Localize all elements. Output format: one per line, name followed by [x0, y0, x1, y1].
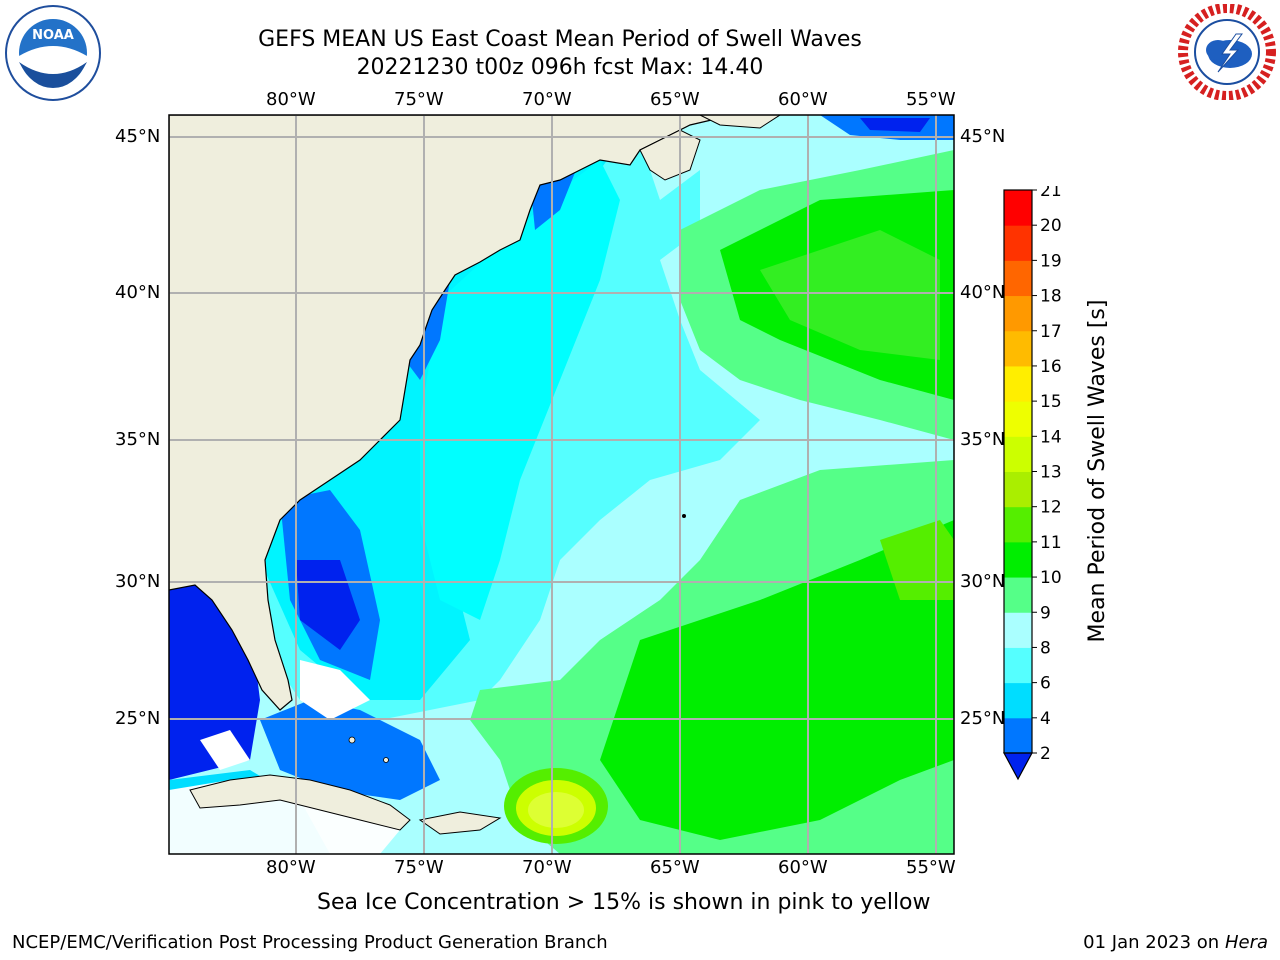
- land-mass: [169, 115, 781, 711]
- colorbar-extend-triangle: [1002, 752, 1034, 781]
- colorbar-segment: [1004, 541, 1032, 578]
- lat-label-right: 45°N: [960, 126, 1006, 147]
- colorbar-ticks: 2 4 6 8 9 10 11 12 13 14 15 16 17 18 19 20 21: [1032, 186, 1062, 764]
- colorbar-tick-label: 4: [1040, 709, 1051, 729]
- colorbar-tick-label: 21: [1040, 186, 1062, 201]
- noaa-logo: NOAA: [5, 5, 101, 101]
- lon-label-bottom: 70°W: [522, 857, 572, 878]
- colorbar-segment: [1004, 436, 1032, 472]
- credit-left: NCEP/EMC/Verification Post Processing Pr…: [12, 932, 608, 953]
- colorbar-blocks: [1002, 189, 1034, 781]
- lon-label-top: 55°W: [906, 89, 956, 110]
- colorbar-segment: [1004, 225, 1032, 261]
- swell-period-field: [169, 115, 954, 854]
- colorbar-tick-label: 16: [1040, 357, 1062, 377]
- lon-label-top: 70°W: [522, 89, 572, 110]
- lat-label-right: 40°N: [960, 282, 1006, 303]
- lon-label-top: 65°W: [650, 89, 700, 110]
- colorbar-tick-label: 11: [1040, 533, 1062, 553]
- colorbar-segment: [1004, 612, 1032, 648]
- colorbar-tick-label: 2: [1040, 744, 1051, 764]
- colorbar-tick-label: 8: [1040, 638, 1051, 658]
- colorbar-tick-label: 19: [1040, 251, 1062, 271]
- lon-label-top: 60°W: [778, 89, 828, 110]
- lat-label-left: 40°N: [115, 282, 161, 303]
- sea-ice-note: Sea Ice Concentration > 15% is shown in …: [317, 890, 931, 915]
- colorbar-segment: [1004, 471, 1032, 508]
- graticule: [169, 115, 954, 854]
- lat-label-right: 35°N: [960, 429, 1006, 450]
- lat-label-left: 30°N: [115, 571, 161, 592]
- credit-host: Hera: [1224, 932, 1268, 953]
- map-title: GEFS MEAN US East Coast Mean Period of S…: [258, 27, 862, 52]
- lon-label-top: 75°W: [394, 89, 444, 110]
- noaa-logo-text: NOAA: [32, 28, 74, 43]
- colorbar-segment: [1004, 682, 1032, 719]
- colorbar-segment: [1004, 190, 1032, 226]
- lon-label-bottom: 55°W: [906, 857, 956, 878]
- colorbar-segment: [1004, 260, 1032, 297]
- lon-label-bottom: 65°W: [650, 857, 700, 878]
- colorbar-tick-label: 14: [1040, 427, 1062, 447]
- lon-label-bottom: 60°W: [778, 857, 828, 878]
- colorbar-segment: [1004, 577, 1032, 613]
- colorbar-segment: [1004, 506, 1032, 543]
- colorbar: 2 4 6 8 9 10 11 12 13 14 15 16 17 18 19 20 21 Mean Perio…: [1002, 186, 1110, 781]
- colorbar-tick-label: 6: [1040, 674, 1051, 694]
- colorbar-segment: [1004, 401, 1032, 437]
- colorbar-tick-label: 15: [1040, 392, 1062, 412]
- colorbar-segment: [1004, 647, 1032, 684]
- colorbar-tick-label: 13: [1040, 463, 1062, 483]
- lon-label-bottom: 75°W: [394, 857, 444, 878]
- colorbar-segment: [1004, 330, 1032, 367]
- colorbar-label: Mean Period of Swell Waves [s]: [1085, 300, 1110, 643]
- lat-label-right: 30°N: [960, 571, 1006, 592]
- map-frame: [168, 114, 955, 855]
- colorbar-tick-label: 20: [1040, 216, 1062, 236]
- colorbar-tick-label: 12: [1040, 498, 1062, 518]
- colorbar-tick-label: 10: [1040, 568, 1062, 588]
- lat-label-left: 25°N: [115, 708, 161, 729]
- colorbar-segment: [1004, 717, 1032, 754]
- lat-label-left: 35°N: [115, 429, 161, 450]
- lon-label-top: 80°W: [266, 89, 316, 110]
- lat-label-right: 25°N: [960, 708, 1006, 729]
- nws-logo: [1178, 4, 1276, 100]
- lon-label-bottom: 80°W: [266, 857, 316, 878]
- lat-label-left: 45°N: [115, 126, 161, 147]
- credit-right: 01 Jan 2023 on Hera: [1083, 932, 1268, 953]
- colorbar-tick-label: 18: [1040, 287, 1062, 307]
- credit-date: 01 Jan 2023 on: [1083, 932, 1225, 953]
- colorbar-segment: [1004, 365, 1032, 402]
- map-subtitle: 20221230 t00z 096h fcst Max: 14.40: [356, 55, 764, 80]
- colorbar-segment: [1004, 295, 1032, 332]
- colorbar-tick-label: 17: [1040, 322, 1062, 342]
- colorbar-tick-label: 9: [1040, 603, 1051, 623]
